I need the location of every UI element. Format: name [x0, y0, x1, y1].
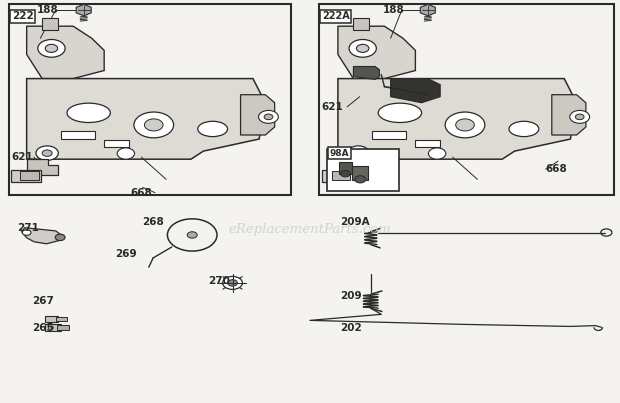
Text: 209: 209	[340, 291, 361, 301]
Polygon shape	[27, 159, 58, 175]
Polygon shape	[420, 4, 435, 16]
Circle shape	[353, 150, 363, 156]
Bar	[372, 131, 406, 139]
Polygon shape	[552, 95, 586, 135]
Bar	[104, 140, 129, 147]
Circle shape	[45, 44, 58, 52]
Circle shape	[456, 119, 474, 131]
Text: 668: 668	[130, 188, 152, 197]
Text: 267: 267	[32, 297, 54, 306]
Bar	[332, 171, 350, 180]
Circle shape	[228, 280, 237, 286]
Text: 668: 668	[546, 164, 567, 174]
Bar	[56, 317, 67, 321]
Bar	[322, 170, 352, 182]
Circle shape	[38, 39, 65, 57]
Ellipse shape	[378, 103, 422, 123]
Circle shape	[22, 230, 31, 235]
Polygon shape	[42, 18, 58, 30]
Circle shape	[134, 112, 174, 138]
Text: 268: 268	[143, 218, 164, 227]
Polygon shape	[338, 79, 577, 159]
Circle shape	[259, 110, 278, 123]
Bar	[45, 324, 61, 331]
Text: 269: 269	[115, 249, 136, 259]
Text: 98A: 98A	[330, 149, 350, 158]
Polygon shape	[353, 18, 369, 30]
Text: 621: 621	[321, 102, 343, 112]
Circle shape	[445, 112, 485, 138]
Text: 188: 188	[383, 5, 404, 15]
Polygon shape	[27, 26, 104, 79]
Ellipse shape	[509, 121, 539, 137]
Bar	[327, 149, 399, 191]
Polygon shape	[338, 26, 415, 79]
Text: 621: 621	[11, 152, 33, 162]
Circle shape	[223, 276, 242, 289]
Text: 270: 270	[208, 276, 229, 286]
Polygon shape	[391, 79, 440, 103]
Bar	[339, 162, 352, 174]
Circle shape	[570, 110, 590, 123]
Text: 222A: 222A	[322, 11, 350, 21]
Circle shape	[42, 150, 52, 156]
Bar	[415, 140, 440, 147]
Text: 188: 188	[37, 5, 59, 15]
Circle shape	[264, 114, 273, 120]
Text: 271: 271	[17, 223, 39, 233]
Polygon shape	[27, 79, 265, 159]
Circle shape	[575, 114, 584, 120]
Ellipse shape	[198, 121, 228, 137]
Circle shape	[347, 146, 370, 160]
Ellipse shape	[67, 103, 110, 123]
Bar	[11, 170, 41, 182]
Polygon shape	[353, 66, 379, 79]
Polygon shape	[22, 228, 62, 244]
Bar	[57, 325, 69, 330]
Bar	[45, 316, 58, 322]
Bar	[352, 166, 368, 180]
Bar	[319, 4, 614, 195]
Polygon shape	[338, 159, 369, 175]
Bar	[20, 171, 39, 180]
Circle shape	[355, 176, 366, 183]
Text: 265: 265	[32, 324, 54, 333]
Circle shape	[36, 146, 58, 160]
Text: 222: 222	[12, 11, 33, 21]
Text: 209A: 209A	[340, 218, 370, 227]
Circle shape	[356, 44, 369, 52]
Polygon shape	[241, 95, 275, 135]
Text: 202: 202	[340, 324, 361, 333]
Circle shape	[428, 148, 446, 159]
Polygon shape	[76, 4, 91, 16]
Circle shape	[48, 326, 53, 329]
Circle shape	[340, 170, 350, 177]
Bar	[9, 4, 291, 195]
Circle shape	[349, 39, 376, 57]
Circle shape	[187, 232, 197, 238]
Circle shape	[144, 119, 163, 131]
Circle shape	[55, 234, 65, 241]
Bar	[61, 131, 95, 139]
Text: eReplacementParts.com: eReplacementParts.com	[229, 223, 391, 236]
Circle shape	[117, 148, 135, 159]
